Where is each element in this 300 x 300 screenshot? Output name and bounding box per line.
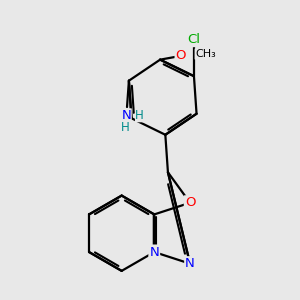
Text: CH₃: CH₃ [195,49,216,59]
Text: H: H [135,109,144,122]
Text: H: H [121,121,130,134]
Text: Cl: Cl [188,33,200,46]
Text: N: N [149,246,159,259]
Text: O: O [185,196,195,209]
Text: N: N [185,257,195,270]
Text: N: N [122,109,131,122]
Text: O: O [176,50,186,62]
